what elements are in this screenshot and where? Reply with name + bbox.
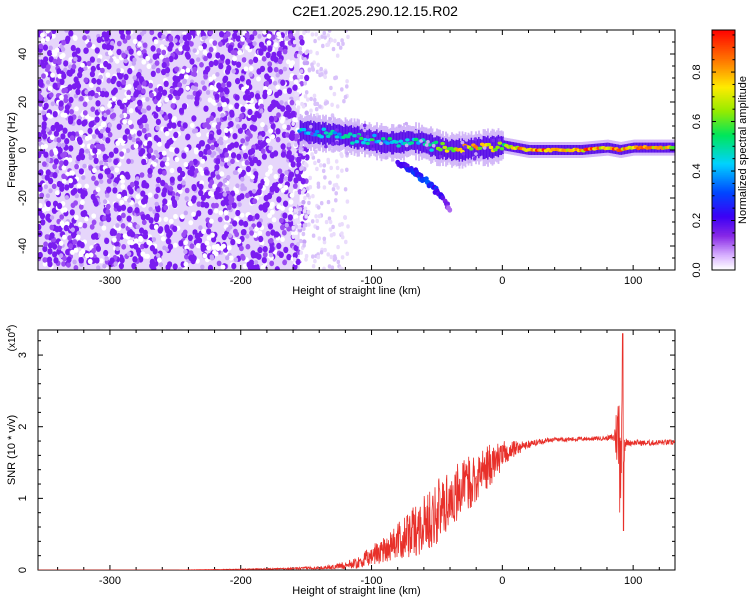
top-xtick-label: -300 <box>99 275 121 287</box>
spectrogram <box>38 30 675 270</box>
top-ytick-label: -40 <box>17 238 29 254</box>
y-multiplier-label: (x104) <box>6 325 18 352</box>
bottom-ytick-label: 3 <box>17 352 29 358</box>
colorbar-tick-label: 0.2 <box>691 213 703 228</box>
bottom-xtick-label: -200 <box>230 575 252 587</box>
top-ytick-label: -20 <box>17 190 29 206</box>
top-xtick-label: -200 <box>230 275 252 287</box>
bottom-y-axis-label: SNR (10 * v/v) <box>6 415 18 485</box>
top-xtick-label: -100 <box>361 275 383 287</box>
top-x-axis-label: Height of straight line (km) <box>292 285 420 297</box>
colorbar: 0.0 0.2 0.4 0.6 0.8 Normalized spectral ampli… <box>691 29 749 278</box>
colorbar-tick-label: 0.6 <box>691 114 703 129</box>
colorbar-frame <box>711 29 736 271</box>
bottom-xtick-label: -300 <box>99 575 121 587</box>
top-ytick-label: 40 <box>17 48 29 60</box>
bottom-xtick-label: -100 <box>361 575 383 587</box>
bottom-frame <box>37 329 676 571</box>
bottom-ytick-label: 0 <box>17 567 29 573</box>
top-y-axis-label: Frequency (Hz) <box>6 112 18 188</box>
figure-title: C2E1.2025.290.12.15.R02 <box>292 3 458 19</box>
top-ytick-label: 0 <box>17 147 29 153</box>
top-xtick-label: 100 <box>624 275 642 287</box>
colorbar-tick-label: 0.4 <box>691 163 703 178</box>
bottom-ytick-label: 1 <box>17 495 29 501</box>
bottom-x-axis-label: Height of straight line (km) <box>292 585 420 597</box>
colorbar-label: Normalized spectral amplitude <box>737 76 749 224</box>
bottom-xtick-label: 0 <box>499 575 505 587</box>
colorbar-tick-label: 0.8 <box>691 64 703 79</box>
colorbar-tick-label: 0.0 <box>691 262 703 277</box>
bottom-xtick-label: 100 <box>624 575 642 587</box>
snr-series-line <box>38 333 675 570</box>
top-ytick-label: 20 <box>17 96 29 108</box>
bottom-ytick-label: 2 <box>17 424 29 430</box>
top-xtick-label: 0 <box>499 275 505 287</box>
